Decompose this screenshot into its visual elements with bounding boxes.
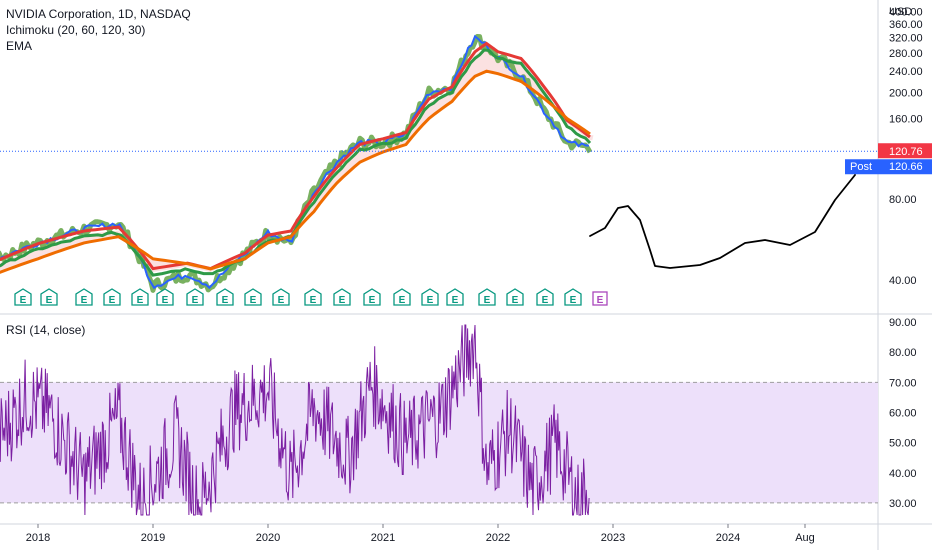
- post-label-tag: [845, 159, 878, 175]
- price-tick-label: 240.00: [889, 66, 923, 78]
- time-tick-label: Aug: [795, 532, 815, 544]
- time-tick-label: 2018: [26, 532, 50, 544]
- kijun-line[interactable]: [0, 48, 592, 297]
- earnings-marker-label: E: [339, 295, 346, 306]
- future-earnings-marker[interactable]: [592, 291, 608, 306]
- earnings-marker[interactable]: [393, 288, 411, 306]
- rsi-tick-label: 70.00: [889, 377, 917, 389]
- time-tick-label: 2020: [256, 532, 280, 544]
- earnings-marker[interactable]: [478, 288, 496, 306]
- ema-line[interactable]: [0, 69, 591, 299]
- earnings-marker[interactable]: [40, 288, 58, 306]
- earnings-marker[interactable]: [564, 288, 582, 306]
- future-earnings-label: E: [597, 295, 604, 306]
- earnings-marker-label: E: [570, 295, 577, 306]
- earnings-marker-label: E: [369, 295, 376, 306]
- price-tick-label: 40.00: [889, 275, 917, 287]
- rsi-legend[interactable]: RSI (14, close): [6, 323, 86, 337]
- post-price-tag: [878, 159, 932, 175]
- earnings-marker[interactable]: [103, 288, 121, 306]
- earnings-marker-label: E: [484, 295, 491, 306]
- earnings-marker-label: E: [542, 295, 549, 306]
- earnings-marker[interactable]: [446, 288, 464, 306]
- earnings-marker[interactable]: [14, 288, 32, 306]
- currency-label: USD: [889, 6, 912, 18]
- post-price-value: 120.66: [889, 161, 923, 173]
- earnings-marker[interactable]: [216, 288, 234, 306]
- earnings-marker-label: E: [162, 295, 169, 306]
- earnings-marker-label: E: [81, 295, 88, 306]
- earnings-marker[interactable]: [156, 288, 174, 306]
- earnings-marker-label: E: [109, 295, 116, 306]
- last-price-tag: [878, 143, 932, 159]
- rsi-tick-label: 90.00: [889, 317, 917, 329]
- projection-drawing[interactable]: [589, 174, 856, 269]
- time-tick-label: 2023: [601, 532, 625, 544]
- price-tick-label: 360.00: [889, 19, 923, 31]
- earnings-marker-label: E: [250, 295, 257, 306]
- earnings-marker-label: E: [20, 295, 27, 306]
- earnings-marker[interactable]: [506, 288, 524, 306]
- earnings-marker[interactable]: [244, 288, 262, 306]
- rsi-tick-label: 30.00: [889, 498, 917, 510]
- earnings-marker-label: E: [427, 295, 434, 306]
- earnings-marker[interactable]: [304, 288, 322, 306]
- time-tick-label: 2024: [716, 532, 740, 544]
- earnings-marker-label: E: [512, 295, 519, 306]
- ichimoku-cloud: [0, 46, 594, 274]
- cloud-edge-line[interactable]: [0, 41, 591, 290]
- price-tick-label: 400.00: [889, 7, 923, 19]
- last-price-value: 120.76: [889, 146, 923, 158]
- rsi-tick-label: 60.00: [889, 407, 917, 419]
- earnings-marker-label: E: [46, 295, 53, 306]
- earnings-marker-label: E: [310, 295, 317, 306]
- earnings-marker-label: E: [452, 295, 459, 306]
- rsi-tick-label: 40.00: [889, 468, 917, 480]
- price-tick-label: 80.00: [889, 194, 917, 206]
- earnings-marker[interactable]: [421, 288, 439, 306]
- time-tick-label: 2022: [486, 532, 510, 544]
- ema-legend[interactable]: EMA: [6, 39, 33, 53]
- earnings-marker[interactable]: [131, 288, 149, 306]
- earnings-marker-label: E: [137, 295, 144, 306]
- earnings-marker[interactable]: [536, 288, 554, 306]
- rsi-tick-label: 50.00: [889, 438, 917, 450]
- rsi-tick-label: 80.00: [889, 347, 917, 359]
- rsi-line[interactable]: [0, 324, 590, 516]
- earnings-marker[interactable]: [186, 288, 204, 306]
- earnings-marker-label: E: [222, 295, 229, 306]
- earnings-marker[interactable]: [272, 288, 290, 306]
- earnings-marker[interactable]: [363, 288, 381, 306]
- ichimoku-legend[interactable]: Ichimoku (20, 60, 120, 30): [6, 23, 146, 37]
- price-tick-label: 160.00: [889, 113, 923, 125]
- symbol-title[interactable]: NVIDIA Corporation, 1D, NASDAQ: [6, 7, 191, 21]
- earnings-marker-label: E: [192, 295, 199, 306]
- earnings-marker[interactable]: [75, 288, 93, 306]
- price-tick-label: 200.00: [889, 87, 923, 99]
- time-tick-label: 2019: [141, 532, 165, 544]
- earnings-marker-label: E: [399, 295, 406, 306]
- post-label-text: Post: [850, 161, 872, 173]
- price-tick-label: 280.00: [889, 48, 923, 60]
- price-tick-label: 320.00: [889, 33, 923, 45]
- earnings-marker-label: E: [278, 295, 285, 306]
- earnings-marker[interactable]: [333, 288, 351, 306]
- time-tick-label: 2021: [371, 532, 395, 544]
